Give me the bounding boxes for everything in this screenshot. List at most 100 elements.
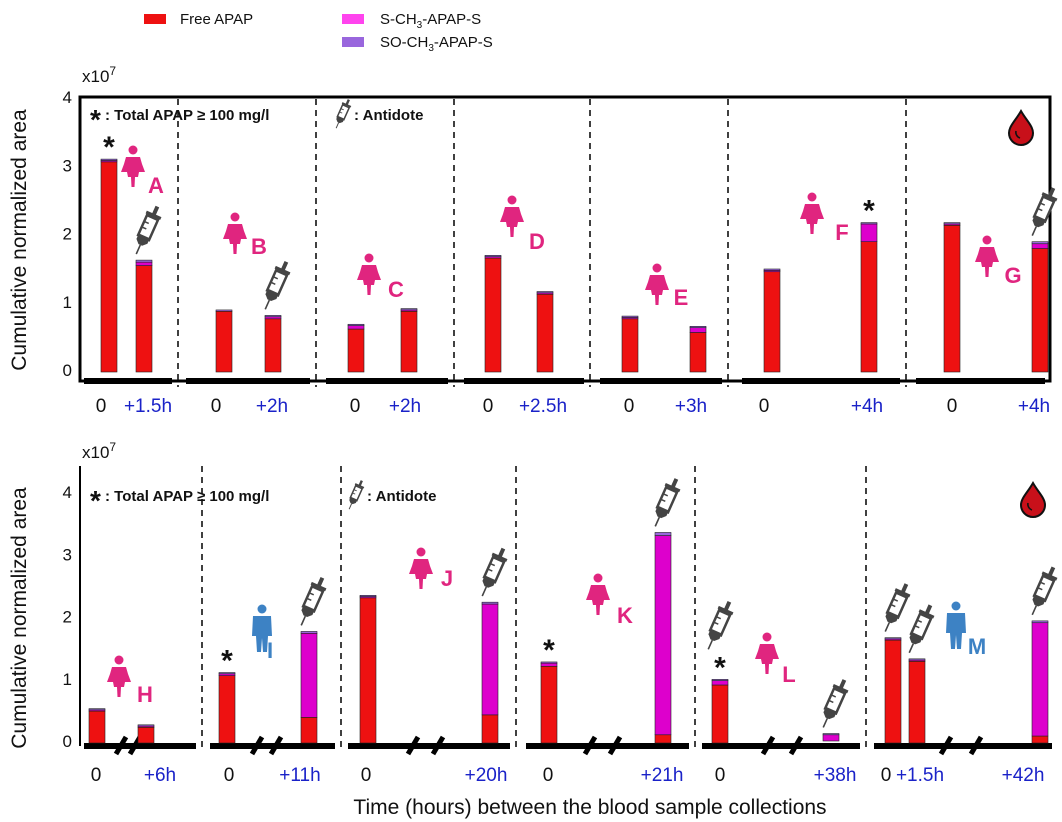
legend-swatch-so-ch3-apap-s xyxy=(342,37,364,47)
bar-stack xyxy=(359,595,377,744)
bar-stack xyxy=(763,268,781,373)
axis-break-mark xyxy=(788,735,804,756)
bar-s-ch3-apap-s xyxy=(481,603,499,716)
bar-stack xyxy=(292,573,331,744)
bar-free-apap xyxy=(481,714,499,744)
bar-free-apap xyxy=(135,265,153,373)
time-label: +11h xyxy=(279,765,320,786)
star-legend-text: : Total APAP ≥ 100 mg/l xyxy=(105,488,269,505)
bar-s-ch3-apap-s xyxy=(135,261,153,266)
bar-free-apap xyxy=(689,332,707,373)
bar-s-ch3-apap-s xyxy=(822,734,840,742)
patient-group-e: 0 +3h E xyxy=(600,263,722,417)
bar-stack xyxy=(689,326,707,373)
bar-free-apap xyxy=(536,293,554,373)
bar-stack xyxy=(876,579,915,744)
blood-drop-icon xyxy=(1020,482,1046,518)
y-axis-label: Cumulative normalized area xyxy=(8,487,31,749)
bar-stack: * xyxy=(699,597,738,744)
bar-free-apap xyxy=(484,257,502,373)
bar-free-apap xyxy=(400,311,418,373)
bar-free-apap xyxy=(1031,248,1049,373)
patient-group-d: 0 +2.5h D xyxy=(464,195,584,417)
bar-so-ch3-apap-s xyxy=(654,532,672,536)
bar-so-ch3-apap-s xyxy=(536,291,554,294)
bar-free-apap xyxy=(264,318,282,373)
patient-group-k: * 0 +21h K xyxy=(526,474,689,786)
bar-s-ch3-apap-s xyxy=(264,316,282,320)
bar-so-ch3-apap-s xyxy=(264,315,282,318)
bar-s-ch3-apap-s xyxy=(654,535,672,736)
antidote-syringe-icon xyxy=(473,544,512,601)
time-label: +4h xyxy=(851,396,883,417)
bar-so-ch3-apap-s xyxy=(621,315,639,318)
legend-label-s-ch3-apap-s: S-CH3-APAP-S xyxy=(380,11,481,31)
antidote-syringe-icon xyxy=(646,474,685,531)
patient-group-f: * 0 +4h F xyxy=(742,192,900,417)
female-icon xyxy=(800,192,824,234)
time-label: 0 xyxy=(96,396,107,417)
legend-label-so-ch3-apap-s: SO-CH3-APAP-S xyxy=(380,34,493,54)
bar-so-ch3-apap-s xyxy=(359,595,377,597)
bar-so-ch3-apap-s xyxy=(218,672,236,675)
bar-stack xyxy=(814,675,853,742)
bar-stack xyxy=(137,724,155,744)
time-label: 0 xyxy=(483,396,494,417)
axis-break-mark xyxy=(249,735,265,756)
star-marker: * xyxy=(221,645,233,678)
bar-so-ch3-apap-s xyxy=(484,255,502,258)
patient-letter: I xyxy=(267,638,273,663)
bar-so-ch3-apap-s xyxy=(908,658,926,661)
bar-stack xyxy=(943,222,961,373)
star-marker: * xyxy=(543,634,555,667)
legend-item-free-apap: Free APAP xyxy=(144,11,253,28)
y-tick-label: 4 xyxy=(63,483,72,502)
patient-letter: K xyxy=(617,603,633,628)
time-label: 0 xyxy=(361,765,372,786)
time-label: 0 xyxy=(224,765,235,786)
bar-free-apap xyxy=(218,675,236,744)
y-tick-label: 2 xyxy=(63,608,72,627)
time-label: +6h xyxy=(144,765,176,786)
time-label: 0 xyxy=(211,396,222,417)
female-icon xyxy=(107,655,131,697)
bar-free-apap xyxy=(300,717,318,744)
antidote-legend-icon xyxy=(344,477,367,512)
axis-break-mark xyxy=(405,735,421,756)
legend-label-free-apap: Free APAP xyxy=(180,11,253,28)
antidote-syringe-icon xyxy=(699,597,738,654)
star-marker: * xyxy=(714,651,726,684)
y-tick-label: 3 xyxy=(63,156,72,175)
patient-letter: B xyxy=(251,234,267,259)
bar-so-ch3-apap-s xyxy=(1031,241,1049,245)
bar-stack: * xyxy=(860,195,878,373)
female-icon xyxy=(975,235,999,277)
antidote-legend-text: : Antidote xyxy=(367,488,436,505)
bar-stack xyxy=(484,255,502,373)
female-icon xyxy=(357,253,381,295)
legend: Free APAP S-CH3-APAP-S SO-CH3-APAP-S xyxy=(144,11,493,54)
bar-so-ch3-apap-s xyxy=(689,326,707,328)
bar-stack xyxy=(473,544,512,744)
y-axis-label: Cumulative normalized area xyxy=(8,109,31,371)
bar-s-ch3-apap-s xyxy=(1031,243,1049,249)
y-tick-label: 3 xyxy=(63,545,72,564)
bar-free-apap xyxy=(88,710,106,744)
y-tick-label: 0 xyxy=(63,732,72,751)
female-icon xyxy=(586,573,610,615)
bar-so-ch3-apap-s xyxy=(215,309,233,312)
bar-free-apap xyxy=(884,639,902,744)
axis-break-mark xyxy=(582,735,598,756)
time-label: +1.5h xyxy=(124,396,172,417)
bar-stack xyxy=(1023,183,1062,373)
bar-free-apap xyxy=(908,661,926,744)
star-marker: * xyxy=(103,131,115,164)
bar-so-ch3-apap-s xyxy=(943,222,961,225)
bar-stack xyxy=(621,315,639,373)
time-label: +2.5h xyxy=(519,396,567,417)
axis-break-mark xyxy=(113,735,129,756)
patient-group-j: 0 +20h J xyxy=(348,544,512,786)
